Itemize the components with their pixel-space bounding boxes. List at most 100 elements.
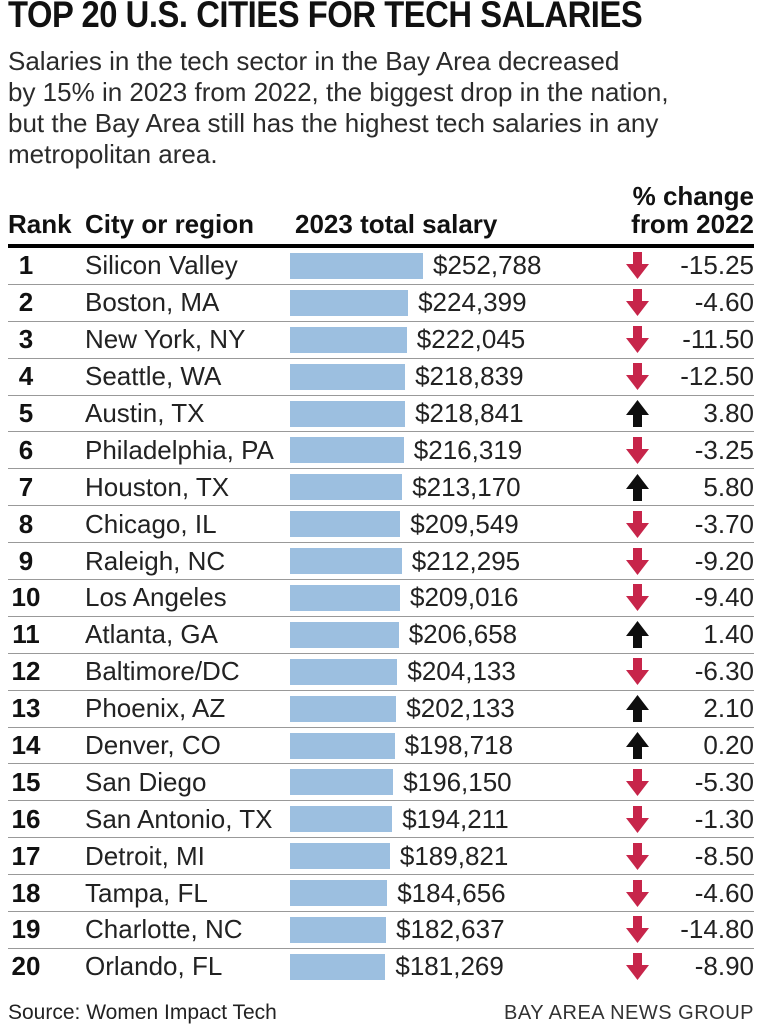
subtitle-line: by 15% in 2023 from 2022, the biggest dr… [8, 77, 669, 107]
table-row: 9 Raleigh, NC $212,295 -9.20 [8, 543, 754, 581]
rank-cell: 11 [12, 619, 40, 650]
salary-bar [290, 289, 409, 316]
rank-cell: 19 [11, 914, 41, 945]
city-cell: Houston, TX [85, 471, 230, 502]
salary-cell: $194,211 [290, 804, 615, 835]
salary-value: $218,839 [415, 361, 524, 392]
salary-bar [290, 400, 406, 427]
rank-cell: 18 [11, 877, 41, 908]
city-cell: Detroit, MI [85, 840, 205, 871]
header-city: City or region [85, 209, 255, 239]
down-arrow-icon [621, 879, 653, 907]
down-arrow-icon [621, 547, 653, 575]
table-row: 20 Orlando, FL $181,269 -8.90 [8, 949, 754, 985]
city-cell: Seattle, WA [85, 361, 222, 392]
rank-cell: 3 [18, 324, 34, 355]
rank-cell: 1 [18, 250, 34, 281]
salary-cell: $222,045 [290, 324, 615, 355]
city-cell: Tampa, FL [85, 877, 208, 908]
salary-value: $184,656 [397, 877, 506, 908]
rank-cell: 8 [18, 508, 34, 539]
rank-cell: 7 [18, 471, 34, 502]
pct-change-value: -4.60 [694, 877, 754, 908]
table-row: 4 Seattle, WA $218,839 -12.50 [8, 359, 754, 396]
header-rank: Rank [8, 209, 72, 239]
salary-value: $182,637 [396, 914, 505, 945]
down-arrow-icon [621, 289, 653, 317]
footer: Source: Women Impact Tech BAY AREA NEWS … [8, 1001, 754, 1025]
city-cell: Silicon Valley [85, 250, 238, 281]
down-arrow-icon [621, 584, 653, 612]
header-change-line2: from 2022 [631, 209, 754, 239]
salary-bar [290, 363, 406, 390]
subtitle: Salaries in the tech sector in the Bay A… [8, 46, 754, 170]
header-change: % change from 2022 [584, 182, 754, 238]
salary-bar [290, 584, 400, 611]
table-row: 1 Silicon Valley $252,788 -15.25 [8, 248, 754, 285]
table-row: 12 Baltimore/DC $204,133 -6.30 [8, 654, 754, 691]
rank-cell: 5 [18, 398, 34, 428]
city-cell: Phoenix, AZ [85, 693, 226, 724]
salary-cell: $204,133 [290, 656, 615, 687]
subtitle-line: metropolitan area. [8, 139, 218, 169]
up-arrow-icon [621, 732, 653, 760]
salary-cell: $224,399 [290, 287, 615, 318]
salary-value: $181,269 [395, 951, 504, 982]
salary-cell: $212,295 [290, 546, 615, 577]
down-arrow-icon [621, 953, 653, 981]
salary-bar [290, 695, 397, 722]
table-row: 11 Atlanta, GA $206,658 1.40 [8, 617, 754, 654]
city-cell: Boston, MA [85, 287, 220, 318]
rank-cell: 2 [18, 287, 34, 318]
table-row: 2 Boston, MA $224,399 -4.60 [8, 285, 754, 322]
down-arrow-icon [621, 916, 653, 944]
pct-change-value: -3.25 [694, 434, 754, 465]
down-arrow-icon [621, 363, 653, 391]
pct-change-value: 5.80 [703, 471, 754, 502]
salary-bar [290, 474, 403, 501]
salary-bar [290, 880, 388, 907]
city-cell: Austin, TX [85, 398, 205, 428]
down-arrow-icon [621, 510, 653, 538]
rank-cell: 15 [11, 766, 41, 797]
salary-bar [290, 511, 401, 538]
salary-bar [290, 326, 407, 353]
table-row: 3 New York, NY $222,045 -11.50 [8, 322, 754, 359]
city-cell: Orlando, FL [85, 951, 223, 982]
salary-value: $222,045 [416, 324, 526, 355]
salary-value: $194,211 [402, 803, 509, 834]
salary-cell: $209,549 [290, 509, 615, 540]
rank-cell: 6 [18, 434, 34, 465]
salary-cell: $206,658 [290, 619, 615, 650]
up-arrow-icon [621, 400, 653, 427]
city-cell: Atlanta, GA [85, 619, 218, 650]
pct-change-value: 2.10 [703, 693, 754, 724]
salary-bar [290, 548, 402, 575]
salary-cell: $209,016 [290, 582, 615, 613]
header-change-line1: % change [632, 181, 754, 211]
salary-bar [290, 843, 390, 870]
down-arrow-icon [621, 252, 653, 280]
pct-change-value: -12.50 [680, 361, 754, 392]
publisher-credit: BAY AREA NEWS GROUP [504, 1001, 754, 1024]
page-title: TOP 20 U.S. CITIES FOR TECH SALARIES [8, 0, 643, 35]
pct-change-value: 3.80 [703, 398, 754, 428]
salary-cell: $189,821 [290, 841, 615, 872]
city-cell: Los Angeles [85, 582, 227, 613]
table-row: 6 Philadelphia, PA $216,319 -3.25 [8, 432, 754, 470]
salary-value: $218,841 [415, 398, 524, 428]
pct-change-value: -3.70 [694, 508, 754, 539]
table-row: 19 Charlotte, NC $182,637 -14.80 [8, 912, 754, 949]
city-cell: New York, NY [85, 324, 246, 355]
salary-value: $209,016 [410, 582, 519, 613]
salary-bar [290, 437, 404, 464]
up-arrow-icon [621, 695, 653, 723]
rank-cell: 12 [11, 656, 41, 687]
table-row: 18 Tampa, FL $184,656 -4.60 [8, 875, 754, 913]
table-row: 10 Los Angeles $209,016 -9.40 [8, 580, 754, 617]
table-row: 15 San Diego $196,150 -5.30 [8, 764, 754, 802]
pct-change-value: -5.30 [694, 766, 754, 797]
salary-value: $189,821 [399, 840, 509, 871]
pct-change-value: -4.60 [694, 287, 754, 318]
table-row: 17 Detroit, MI $189,821 -8.50 [8, 838, 754, 876]
